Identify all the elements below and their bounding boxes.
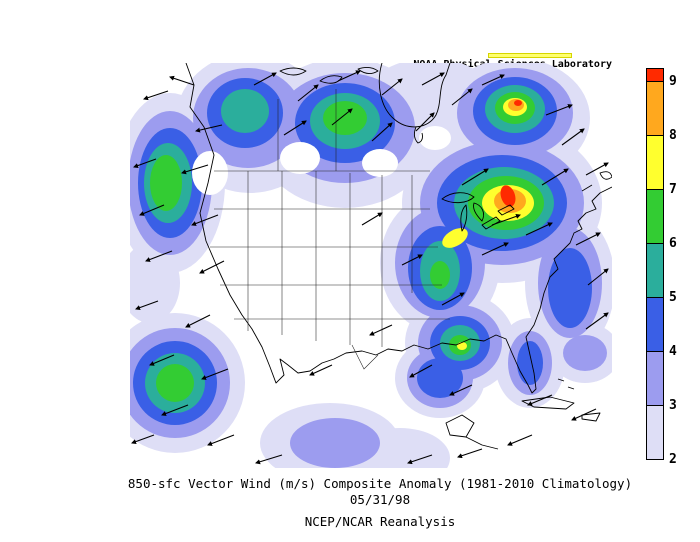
colorbar-tick-label: 2 <box>669 452 677 467</box>
colorbar-tick-label: 6 <box>669 236 677 251</box>
wind-vectors <box>131 70 609 465</box>
colorbar-tick-label: 9 <box>669 74 677 89</box>
colorbar-segment <box>646 352 664 406</box>
colorbar-segment <box>646 68 664 82</box>
colorbar-segment <box>646 244 664 298</box>
contour-white-holes <box>192 126 451 195</box>
anomaly-map <box>130 63 612 468</box>
colorbar-tick-label: 7 <box>669 182 677 197</box>
colorbar-segment <box>646 298 664 352</box>
colorbar: 2 3 4 5 6 7 8 9 <box>646 68 700 468</box>
state-borders <box>210 89 450 370</box>
contour-fill-level-9 <box>500 100 522 207</box>
colorbar-tick-label: 4 <box>669 344 677 359</box>
colorbar-tick-label: 8 <box>669 128 677 143</box>
colorbar-tick-label: 5 <box>669 290 677 305</box>
colorbar-segment <box>646 190 664 244</box>
colorbar-segments <box>646 68 664 460</box>
colorbar-segment <box>646 136 664 190</box>
colorbar-segment <box>646 406 664 460</box>
noaa-logo-strip <box>488 53 572 58</box>
caption-date: 05/31/98 <box>349 492 411 507</box>
caption-source: NCEP/NCAR Reanalysis <box>304 514 456 529</box>
colorbar-tick-labels: 2 3 4 5 6 7 8 9 <box>669 68 699 467</box>
red-anomaly-max-great-lakes <box>500 185 516 207</box>
caption-title: 850-sfc Vector Wind (m/s) Composite Anom… <box>127 476 633 491</box>
colorbar-segment <box>646 82 664 136</box>
red-anomaly-max-northeast-canada <box>514 100 522 106</box>
figure-caption: 850-sfc Vector Wind (m/s) Composite Anom… <box>100 476 660 529</box>
colorbar-tick-label: 3 <box>669 398 677 413</box>
